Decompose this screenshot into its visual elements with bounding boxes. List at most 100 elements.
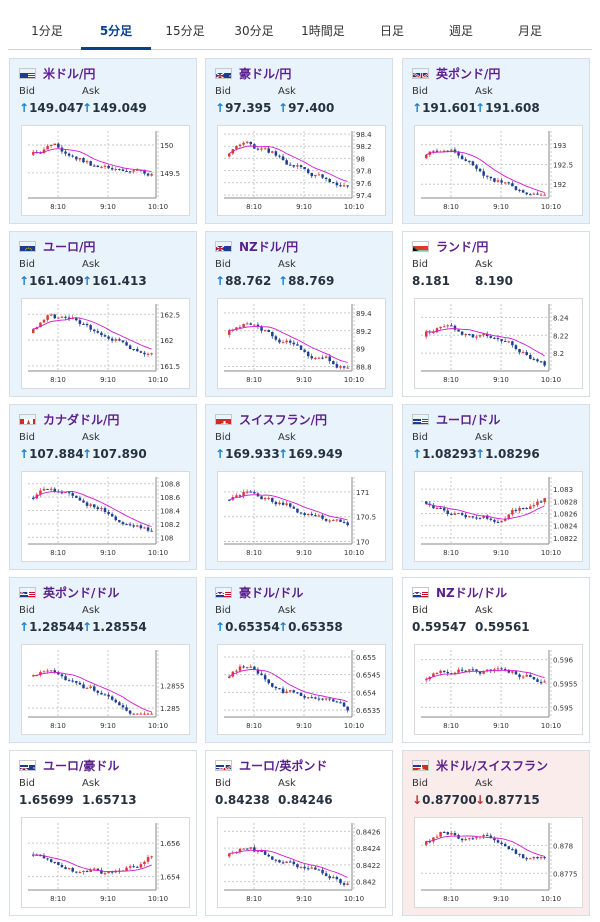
candle-body — [281, 688, 285, 693]
candle-body — [303, 167, 306, 170]
pair-name-link[interactable]: NZドル/ドル — [436, 585, 508, 600]
candle-body — [256, 850, 260, 852]
candlestick-chart[interactable]: 1.656 1.654 8:10 9:10 10:10 — [21, 817, 190, 908]
tab-3[interactable]: 30分足 — [234, 24, 274, 38]
candle-body — [128, 171, 132, 173]
pair-name-link[interactable]: ユーロ/英ポンド — [239, 758, 328, 773]
flag-au-us-icon — [215, 586, 232, 598]
rate-card[interactable]: ユーロ/豪ドル Bid Ask 1.65699 1.65713 1.656 1.654 8:1… — [9, 750, 197, 916]
candlestick-chart[interactable]: 98.4 98.2 98 97.8 97.6 97.4 8:10 9:10 10:10 — [217, 125, 386, 216]
candle-body — [453, 513, 457, 515]
candle-body — [143, 861, 146, 865]
bid-price: 191.601 — [422, 101, 477, 115]
moving-average-line — [426, 835, 545, 857]
rate-card[interactable]: NZドル/ドル Bid Ask 0.59547 0.59561 0.596 0.5955 0.… — [402, 577, 590, 743]
candlestick-chart[interactable]: 89.4 89.2 89 88.8 8:10 9:10 10:10 — [217, 298, 386, 389]
candle-body — [49, 859, 53, 862]
bid-label: Bid — [19, 86, 35, 97]
flag-eu-au-icon — [19, 759, 36, 771]
candle-body — [278, 155, 281, 157]
chart-svg: 162.5 162 161.5 8:10 9:10 10:10 — [28, 304, 180, 384]
pair-name-link[interactable]: 英ポンド/ドル — [43, 585, 120, 600]
candle-body — [242, 142, 245, 145]
rate-card[interactable]: 豪ドル/ドル Bid Ask ↑0.65354 ↑0.65358 0.655 0.6545 0… — [205, 577, 393, 743]
tab-4[interactable]: 1時間足 — [301, 24, 345, 38]
arrow-up-icon: ↑ — [19, 447, 30, 461]
candlestick-chart[interactable]: 108.8 108.6 108.4 108.2 108 8:10 9:10 10:10 — [21, 471, 190, 562]
rate-card[interactable]: ユーロ/ドル Bid Ask ↑1.08293 ↑1.08296 1.083 1.0828 1… — [402, 404, 590, 570]
pair-name-link[interactable]: カナダドル/円 — [43, 412, 120, 427]
rate-card[interactable]: スイスフラン/円 Bid Ask ↑169.933 ↑169.949 171 170.5 17… — [205, 404, 393, 570]
pair-name-link[interactable]: 米ドル/円 — [43, 66, 96, 81]
candle-body — [496, 337, 500, 340]
candle-body — [263, 148, 267, 150]
pair-name-link[interactable]: ユーロ/豪ドル — [43, 758, 120, 773]
candle-body — [96, 868, 100, 871]
pair-name-link[interactable]: ランド/円 — [436, 239, 489, 254]
tab-1[interactable]: 5分足 — [81, 14, 151, 50]
tab-5[interactable]: 日足 — [379, 24, 404, 38]
rate-card[interactable]: 豪ドル/円 Bid Ask ↑97.395 ↑97.400 98.4 98.2 98 97.8 9… — [205, 58, 393, 224]
rate-card[interactable]: ランド/円 Bid Ask 8.181 8.190 8.24 8.22 8.2 8:10 9:10… — [402, 231, 590, 397]
candle-body — [267, 497, 270, 499]
pair-name-link[interactable]: 豪ドル/ドル — [239, 585, 304, 600]
ask-price: 149.049 — [92, 101, 147, 115]
candle-body — [511, 849, 514, 851]
candle-body — [478, 671, 482, 674]
candle-body — [500, 520, 503, 523]
pair-name-link[interactable]: ユーロ/円 — [43, 239, 96, 254]
tab-7[interactable]: 月足 — [517, 24, 542, 38]
candle-body — [114, 516, 118, 521]
candle-body — [468, 838, 471, 840]
candlestick-chart[interactable]: 150 149.5 8:10 9:10 10:10 — [21, 125, 190, 216]
candlestick-chart[interactable]: 0.8426 0.8424 0.8422 0.842 8:10 9:10 10:10 — [217, 817, 386, 908]
candle-body — [136, 169, 139, 171]
candlestick-chart[interactable]: 0.596 0.5955 0.595 8:10 9:10 10:10 — [414, 644, 583, 735]
pair-name-link[interactable]: 豪ドル/円 — [239, 66, 292, 81]
flag-ca-icon — [19, 413, 36, 425]
rate-card[interactable]: 米ドル/スイスフラン Bid Ask ↓0.87700 ↓0.87715 0.878 0.8… — [402, 750, 590, 916]
candle-body — [317, 515, 321, 517]
candle-body — [468, 516, 471, 518]
candle-body — [536, 193, 539, 195]
rate-card[interactable]: NZドル/円 Bid Ask ↑88.762 ↑88.769 89.4 89.2 89 88.8… — [205, 231, 393, 397]
candle-body — [67, 492, 71, 494]
rate-card[interactable]: 米ドル/円 Bid Ask ↑149.047 ↑149.049 150 149.5 8:10 9… — [9, 58, 197, 224]
flag-nz-icon — [215, 240, 232, 252]
candlestick-chart[interactable]: 1.083 1.0828 1.0826 1.0824 1.0822 8:10 9:10 10:… — [414, 471, 583, 562]
rate-card[interactable]: カナダドル/円 Bid Ask ↑107.884 ↑107.890 108.8 108.6 1… — [9, 404, 197, 570]
candlestick-chart[interactable]: 8.24 8.22 8.2 8:10 9:10 10:10 — [414, 298, 583, 389]
candle-body — [49, 314, 53, 316]
pair-name-link[interactable]: 米ドル/スイスフラン — [436, 758, 549, 773]
candlestick-chart[interactable]: 171 170.5 170 8:10 9:10 10:10 — [217, 471, 386, 562]
candlestick-chart[interactable]: 162.5 162 161.5 8:10 9:10 10:10 — [21, 298, 190, 389]
rate-card[interactable]: 英ポンド/ドル Bid Ask ↑1.28544 ↑1.28554 1.2855 1.285… — [9, 577, 197, 743]
candle-body — [521, 190, 525, 193]
tab-2[interactable]: 15分足 — [165, 24, 205, 38]
flag-nz-us-icon — [412, 586, 429, 598]
rate-card[interactable]: 英ポンド/円 Bid Ask ↑191.601 ↑191.608 193 192.5 192 8… — [402, 58, 590, 224]
candlestick-chart[interactable]: 193 192.5 192 8:10 9:10 10:10 — [414, 125, 583, 216]
pair-name-link[interactable]: 英ポンド/円 — [436, 66, 501, 81]
arrow-up-icon: ↑ — [412, 101, 423, 115]
tab-6[interactable]: 週足 — [448, 24, 473, 38]
candle-body — [53, 314, 57, 319]
pair-name-link[interactable]: ユーロ/ドル — [436, 412, 501, 427]
pair-name-link[interactable]: NZドル/円 — [239, 239, 299, 254]
rate-card[interactable]: ユーロ/円 Bid Ask ↑161.409 ↑161.413 162.5 162 161.5… — [9, 231, 197, 397]
tab-0[interactable]: 1分足 — [31, 24, 63, 38]
candlestick-chart[interactable]: 0.655 0.6545 0.654 0.6535 8:10 9:10 10:10 — [217, 644, 386, 735]
x-tick-label: 10:10 — [148, 203, 168, 211]
candle-body — [242, 324, 245, 328]
bid-price: 0.59547 — [412, 620, 467, 634]
y-tick-label: 8.22 — [553, 332, 569, 340]
candle-body — [303, 513, 306, 516]
candle-body — [82, 870, 85, 873]
candle-body — [53, 143, 57, 146]
rate-card[interactable]: ユーロ/英ポンド Bid Ask 0.84238 0.84246 0.8426 0.8424… — [205, 750, 393, 916]
card-header: 豪ドル/ドル — [215, 584, 303, 600]
candle-body — [249, 141, 253, 145]
candlestick-chart[interactable]: 0.878 0.8775 8:10 9:10 10:10 — [414, 817, 583, 908]
candlestick-chart[interactable]: 1.2855 1.285 8:10 9:10 10:10 — [21, 644, 190, 735]
pair-name-link[interactable]: スイスフラン/円 — [239, 412, 328, 427]
